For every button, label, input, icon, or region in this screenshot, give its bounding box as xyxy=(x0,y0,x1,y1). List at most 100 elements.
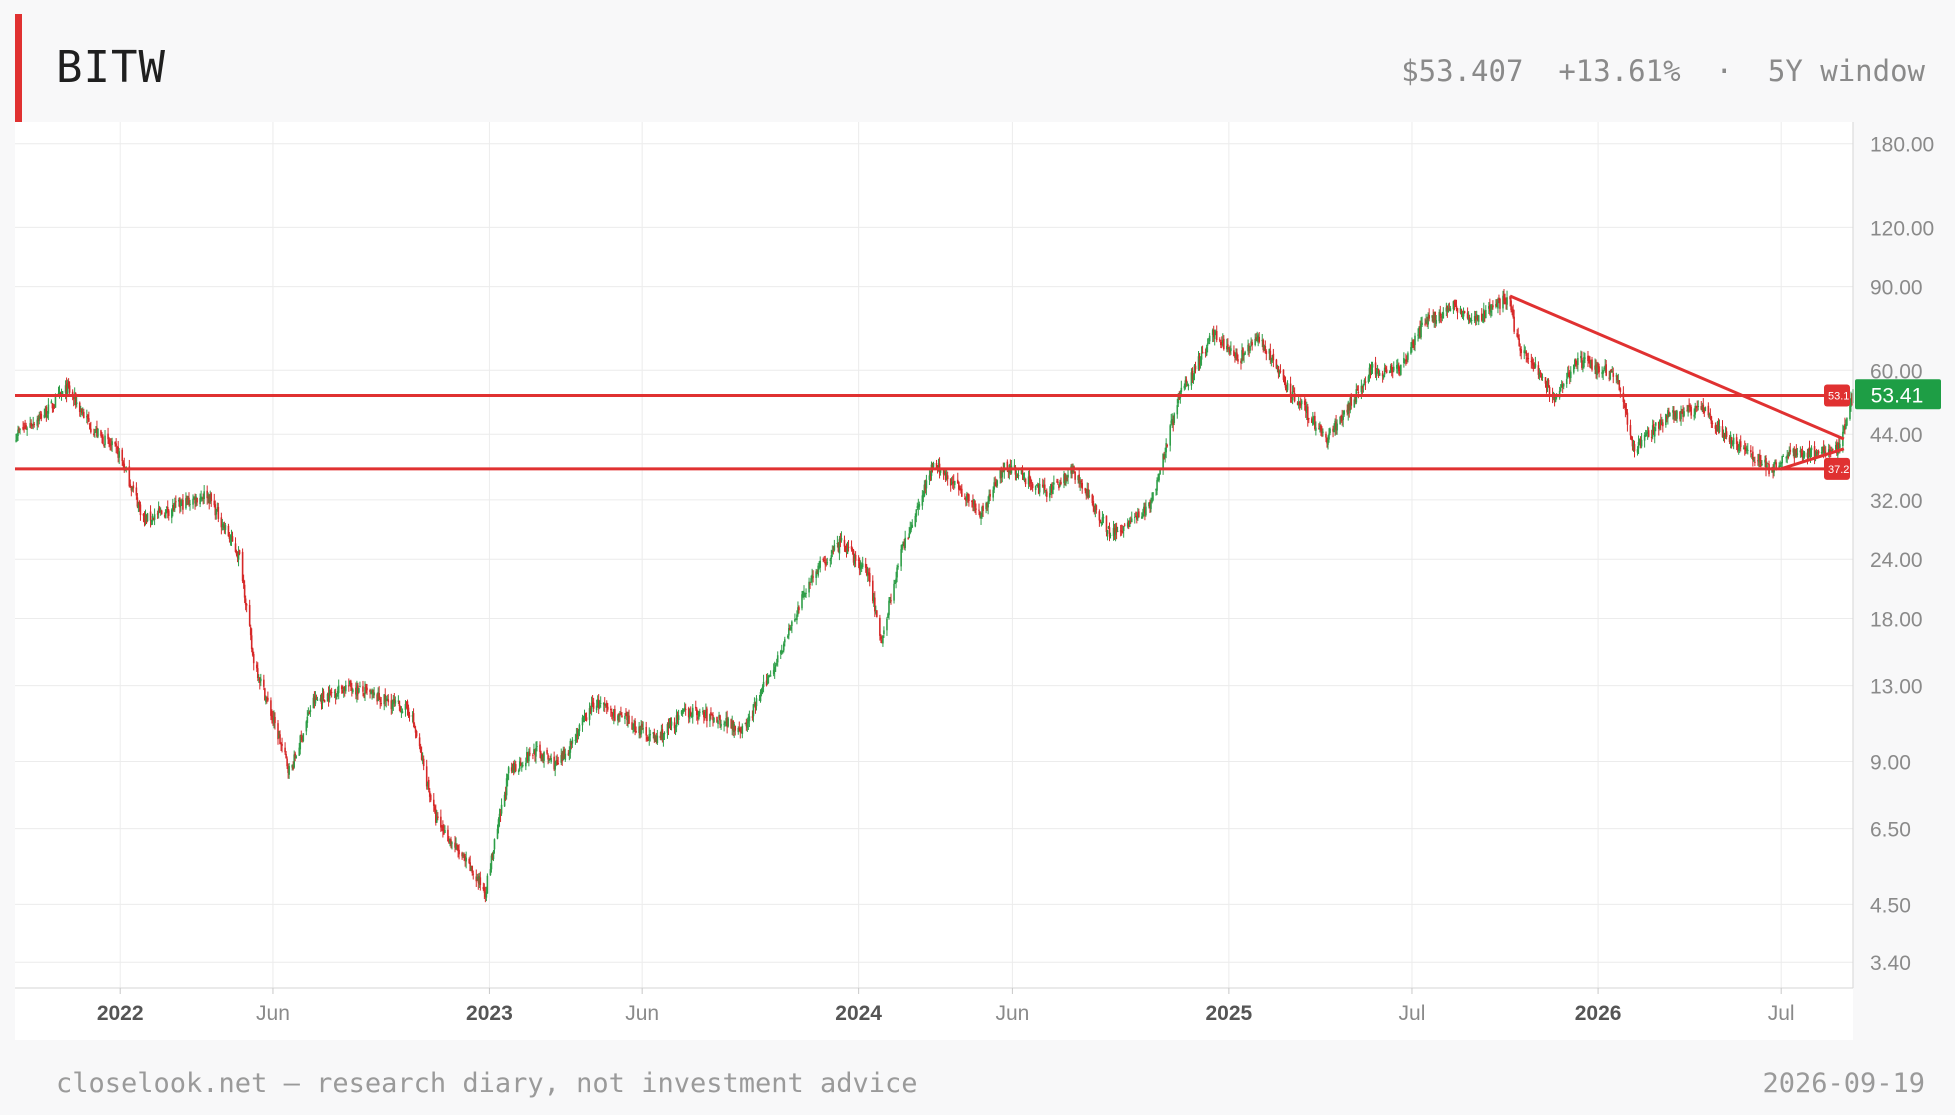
candle-body xyxy=(581,717,584,726)
annotation-lines: 53.1 37.2 xyxy=(15,294,1850,480)
candle-body xyxy=(170,509,173,518)
candle-body xyxy=(747,719,750,724)
candle-body xyxy=(1850,398,1852,407)
candle-body xyxy=(1395,364,1398,369)
candle-body xyxy=(1605,364,1607,376)
candle-body xyxy=(1577,358,1579,366)
candle-body xyxy=(1495,304,1497,307)
candle-body xyxy=(858,562,861,570)
trendline[interactable] xyxy=(1780,447,1845,471)
candle-body xyxy=(1000,470,1003,478)
candle-body xyxy=(519,762,522,766)
candle-body xyxy=(1031,483,1034,489)
candle-body xyxy=(713,717,715,722)
candle-body xyxy=(879,617,881,636)
candle-body xyxy=(816,573,818,575)
candle-body xyxy=(1809,451,1812,457)
candle-body xyxy=(1815,452,1818,454)
candle-body xyxy=(1796,453,1799,455)
candle-body xyxy=(831,550,834,554)
candle-body xyxy=(371,691,373,694)
candle-body xyxy=(1173,413,1176,423)
candle-body xyxy=(1303,400,1306,405)
candle-body xyxy=(896,567,898,578)
candle-body xyxy=(829,559,832,562)
candle-body xyxy=(25,425,27,429)
candle-body xyxy=(1063,474,1065,484)
candle-body xyxy=(1576,363,1578,365)
candle-body xyxy=(561,753,564,762)
candle-body xyxy=(1142,513,1144,517)
candle-body xyxy=(1715,427,1718,432)
candle-body xyxy=(1561,384,1564,387)
candle-body xyxy=(1163,454,1165,459)
candle-body xyxy=(709,714,711,722)
candle-body xyxy=(1633,444,1636,452)
candle-body xyxy=(178,499,180,502)
candle-body xyxy=(1020,469,1023,475)
candle-body xyxy=(267,697,269,701)
candle-body xyxy=(1050,484,1052,494)
candle-body xyxy=(706,708,708,722)
candle-body xyxy=(726,717,728,728)
candle-body xyxy=(1220,343,1223,345)
candle-body xyxy=(172,505,174,511)
candle-body xyxy=(1141,516,1143,519)
candle-body xyxy=(1378,372,1381,376)
candle-body xyxy=(655,736,658,743)
candle-body xyxy=(1282,369,1285,380)
price-chart[interactable]: 53.1 37.2 180.00 120.00 90.00 60.00 44.00 32.0… xyxy=(0,0,1955,1040)
candle-body xyxy=(1286,383,1289,391)
trendline[interactable] xyxy=(1509,294,1845,441)
candle-body xyxy=(514,764,517,772)
candle-body xyxy=(299,735,302,750)
x-tick-label: 2026 xyxy=(1575,1002,1622,1025)
candle-body xyxy=(334,693,337,698)
candle-body xyxy=(1548,386,1551,395)
candle-body xyxy=(699,711,701,713)
candle-body xyxy=(1258,336,1261,342)
candle-body xyxy=(1839,444,1841,448)
candle-body xyxy=(542,753,544,760)
candle-body xyxy=(790,627,792,630)
candle-body xyxy=(1523,350,1526,354)
candle-body xyxy=(458,849,460,855)
candle-body xyxy=(1724,433,1727,436)
candle-body xyxy=(1764,459,1766,463)
candle-body xyxy=(186,498,188,502)
candle-body xyxy=(534,750,536,756)
candle-body xyxy=(595,705,598,711)
candle-body xyxy=(362,686,364,692)
candle-body xyxy=(1268,349,1271,354)
candle-body xyxy=(1681,412,1683,414)
candle-body xyxy=(185,498,187,509)
candle-body xyxy=(1831,448,1834,450)
candle-body xyxy=(355,687,357,695)
candle-body xyxy=(889,600,891,602)
candle-body xyxy=(249,627,252,636)
candle-body xyxy=(1498,298,1500,300)
candle-body xyxy=(203,491,205,500)
candle-body xyxy=(866,573,869,576)
candle-body xyxy=(1390,364,1393,370)
candle-body xyxy=(1658,419,1661,429)
candle-body xyxy=(612,712,614,717)
candle-body xyxy=(639,727,641,736)
candle-body xyxy=(873,597,875,603)
candle-body xyxy=(1616,375,1619,381)
candle-body xyxy=(1640,439,1643,447)
candle-body xyxy=(779,650,782,654)
candle-body xyxy=(139,504,142,516)
candle-body xyxy=(444,830,446,834)
candle-body xyxy=(957,481,960,490)
candle-body xyxy=(114,441,116,445)
candle-body xyxy=(1431,315,1433,318)
candle-body xyxy=(1105,515,1108,532)
candle-body xyxy=(510,767,513,772)
candle-body xyxy=(228,536,231,539)
candle-body xyxy=(150,519,153,522)
candle-body xyxy=(1285,386,1288,391)
candle-body xyxy=(1496,302,1498,307)
candle-body xyxy=(391,703,394,709)
candle-body xyxy=(16,437,18,440)
